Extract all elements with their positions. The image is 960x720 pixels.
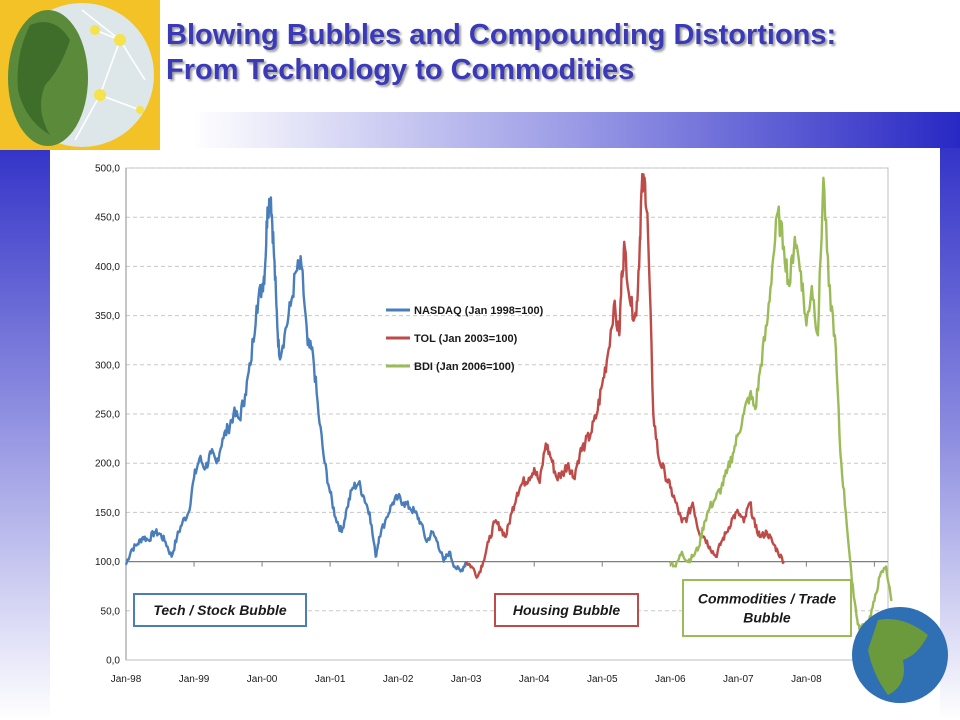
y-tick-label: 200,0 bbox=[95, 459, 120, 470]
x-tick-label: Jan-98 bbox=[111, 674, 142, 685]
x-tick-label: Jan-02 bbox=[383, 674, 414, 685]
annotation-label: Bubble bbox=[743, 609, 791, 625]
series-line-3 bbox=[669, 176, 893, 632]
title-line-1: Blowing Bubbles and Compounding Distorti… bbox=[166, 19, 837, 51]
x-axis: Jan-98 Jan-99 Jan-00 Jan-01 Jan-02 Jan-03 Jan-… bbox=[111, 561, 890, 685]
y-tick-label: 300,0 bbox=[95, 360, 120, 371]
legend: NASDAQ (Jan 1998=100) TOL (Jan 2003=100) B… bbox=[386, 305, 544, 373]
network-nodes bbox=[90, 25, 144, 114]
y-tick-label: 0,0 bbox=[106, 656, 120, 667]
right-gradient-bar bbox=[940, 148, 960, 720]
series-lines bbox=[124, 172, 893, 632]
legend-entry: BDI (Jan 2006=100) bbox=[414, 361, 515, 373]
y-axis: 0,0 50,0 100,0 150,0 200,0 250,0 300,0 350,0 400… bbox=[95, 164, 127, 667]
x-tick-label: Jan-01 bbox=[315, 674, 346, 685]
x-tick-label: Jan-00 bbox=[247, 674, 278, 685]
left-gradient-bar bbox=[0, 148, 50, 720]
x-tick-label: Jan-04 bbox=[519, 674, 550, 685]
y-tick-label: 50,0 bbox=[101, 606, 121, 617]
series-line-1 bbox=[124, 196, 468, 573]
network-lines bbox=[74, 9, 146, 141]
y-tick-label: 350,0 bbox=[95, 311, 120, 322]
y-tick-label: 150,0 bbox=[95, 508, 120, 519]
x-tick-label: Jan-03 bbox=[451, 674, 482, 685]
annotation-box bbox=[682, 579, 852, 637]
legend-entry: TOL (Jan 2003=100) bbox=[414, 333, 518, 345]
corner-globe-icon bbox=[852, 607, 948, 703]
annotation-label: Commodities / Trade bbox=[698, 591, 836, 607]
annotation-box bbox=[494, 593, 639, 627]
x-tick-label: Jan-07 bbox=[723, 674, 754, 685]
y-tick-label: 250,0 bbox=[95, 410, 120, 421]
x-tick-label: Jan-06 bbox=[655, 674, 686, 685]
x-tick-label: Jan-05 bbox=[587, 674, 618, 685]
y-tick-label: 450,0 bbox=[95, 213, 120, 224]
page-title: Blowing Bubbles and Compounding Distorti… bbox=[166, 18, 926, 88]
title-line-2: From Technology to Commodities bbox=[166, 54, 635, 86]
annotation-boxes: Tech / Stock Bubble Housing Bubble Commodi… bbox=[133, 579, 852, 637]
y-tick-label: 500,0 bbox=[95, 164, 120, 175]
globe-network-logo bbox=[0, 0, 160, 150]
y-tick-label: 100,0 bbox=[95, 557, 120, 568]
annotation-box bbox=[133, 593, 307, 627]
legend-entry: NASDAQ (Jan 1998=100) bbox=[414, 305, 544, 317]
x-tick-label: Jan-99 bbox=[179, 674, 210, 685]
line-chart: 0,0 50,0 100,0 150,0 200,0 250,0 300,0 350,0 400… bbox=[95, 164, 893, 685]
series-line-2 bbox=[465, 172, 785, 579]
chart-area: 0,0 50,0 100,0 150,0 200,0 250,0 300,0 350,0 400… bbox=[70, 150, 900, 690]
x-tick-label: Jan-08 bbox=[791, 674, 822, 685]
annotation-label: Tech / Stock Bubble bbox=[153, 602, 286, 618]
y-tick-label: 400,0 bbox=[95, 262, 120, 273]
annotation-label: Housing Bubble bbox=[513, 602, 621, 618]
header-band bbox=[0, 112, 960, 148]
